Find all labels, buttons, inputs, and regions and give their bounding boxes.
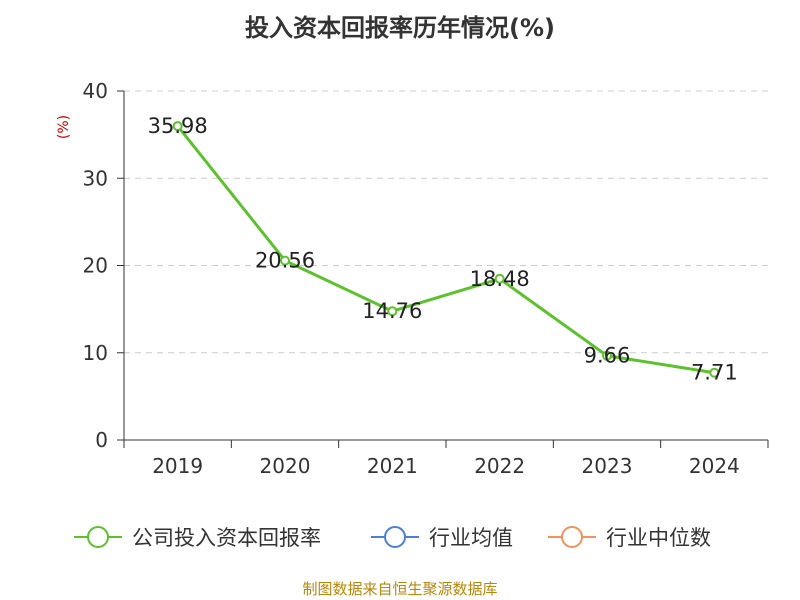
source-footer: 制图数据来自恒生聚源数据库 — [302, 580, 498, 598]
x-tick-label: 2019 — [152, 454, 203, 478]
y-tick-label: 10 — [83, 341, 108, 365]
chart-title: 投入资本回报率历年情况(%) — [245, 14, 555, 42]
data-label: 14.76 — [362, 299, 422, 323]
series — [172, 121, 720, 378]
data-point — [602, 350, 612, 361]
data-point — [280, 255, 290, 266]
legend-marker — [384, 526, 406, 548]
y-axis-label: (%) — [56, 115, 72, 139]
y-tick-label: 20 — [83, 254, 108, 278]
data-label: 35.98 — [148, 114, 208, 138]
legend-marker — [87, 526, 109, 548]
y-tick-label: 40 — [83, 79, 108, 103]
legend-marker — [561, 526, 583, 548]
x-tick-label: 2020 — [260, 454, 311, 478]
data-point — [709, 367, 720, 378]
data-label: 7.71 — [691, 361, 738, 385]
x-tick-label: 2021 — [367, 454, 418, 478]
x-tick-label: 2022 — [474, 454, 525, 478]
data-labels: 35.98 20.56 14.76 18.48 9.66 7.71 — [148, 114, 738, 385]
data-label: 18.48 — [470, 267, 530, 291]
data-label: 20.56 — [255, 249, 315, 273]
y-tick-label: 0 — [95, 428, 108, 452]
data-point — [387, 306, 398, 317]
gridlines — [124, 90, 768, 354]
legend-label: 行业均值 — [429, 526, 513, 550]
legend-label: 公司投入资本回报率 — [132, 526, 321, 550]
data-point — [494, 273, 505, 284]
series-line — [176, 125, 715, 375]
data-label: 9.66 — [584, 344, 631, 368]
x-tick-label: 2024 — [689, 454, 740, 478]
data-point — [172, 121, 183, 132]
legend: 公司投入资本回报率 行业均值 行业中位数 — [74, 526, 711, 550]
axes: 0 10 20 30 40 2019 2020 2021 2022 2023 2024 (%) — [56, 79, 769, 478]
x-tick-label: 2023 — [582, 454, 633, 478]
y-tick-label: 30 — [83, 166, 108, 190]
legend-label: 行业中位数 — [606, 526, 711, 550]
